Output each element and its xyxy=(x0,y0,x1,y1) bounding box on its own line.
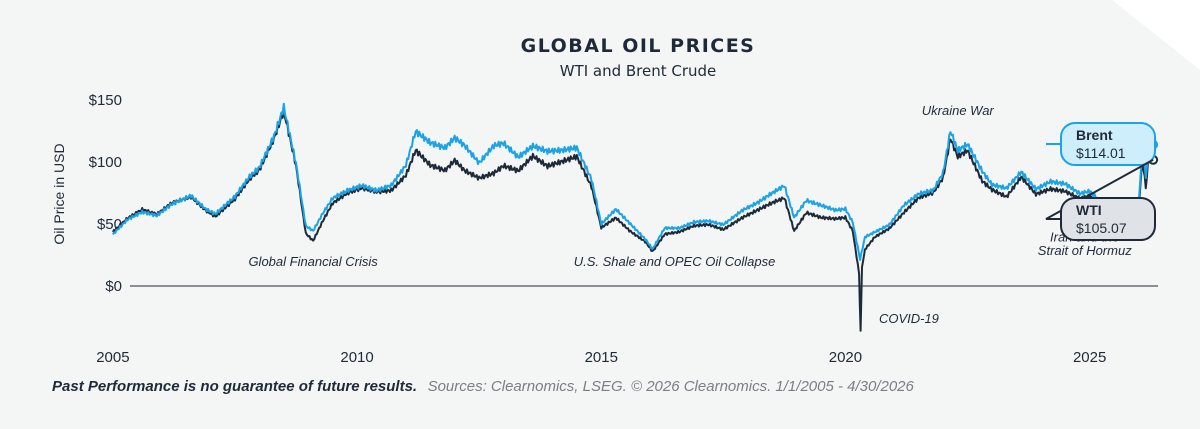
chart-subtitle: WTI and Brent Crude xyxy=(560,62,717,80)
annotation-label: COVID-19 xyxy=(879,311,939,326)
y-axis-ticks: $0$50$100$150 xyxy=(89,92,122,295)
y-tick-label: $150 xyxy=(89,92,122,109)
footer-disclaimer: Past Performance is no guarantee of futu… xyxy=(52,378,417,395)
annotation-label: Global Financial Crisis xyxy=(248,254,378,269)
annotations: Global Financial Crisis U.S. Shale and OP… xyxy=(248,103,1132,326)
y-axis-label: Oil Price in USD xyxy=(51,143,67,244)
y-tick-label: $0 xyxy=(105,278,122,295)
footer: Past Performance is no guarantee of futu… xyxy=(52,378,915,395)
brent-callout: Brent $114.01 xyxy=(1045,122,1156,166)
x-tick-label: 2010 xyxy=(340,349,373,366)
x-tick-label: 2020 xyxy=(829,349,862,366)
footer-sources: Sources: Clearnomics, LSEG. © 2026 Clear… xyxy=(428,378,915,395)
y-tick-label: $100 xyxy=(89,154,122,171)
wti-callout: WTI $105.07 xyxy=(1045,158,1156,241)
series-line-wti xyxy=(112,106,1155,332)
annotation-label: Ukraine War xyxy=(922,103,995,118)
wti-connector-line xyxy=(1045,158,1154,220)
brent-callout-value: $114.01 xyxy=(1076,145,1126,161)
x-axis-ticks: 2005 2010 2015 2020 2025 xyxy=(96,349,1106,366)
wti-callout-box xyxy=(1060,197,1156,241)
annotation-label: U.S. Shale and OPEC Oil Collapse xyxy=(574,254,776,269)
x-tick-label: 2015 xyxy=(585,349,618,366)
x-tick-label: 2025 xyxy=(1073,349,1106,366)
brent-callout-name: Brent xyxy=(1076,127,1113,143)
wti-callout-name: WTI xyxy=(1076,202,1102,218)
x-tick-label: 2005 xyxy=(96,349,129,366)
brent-callout-box xyxy=(1060,122,1156,166)
chart-title: GLOBAL OIL PRICES xyxy=(521,35,756,57)
series-line-brent xyxy=(112,102,1155,261)
annotation-label: Strait of Hormuz xyxy=(1038,243,1132,258)
wti-callout-value: $105.07 xyxy=(1076,220,1127,236)
